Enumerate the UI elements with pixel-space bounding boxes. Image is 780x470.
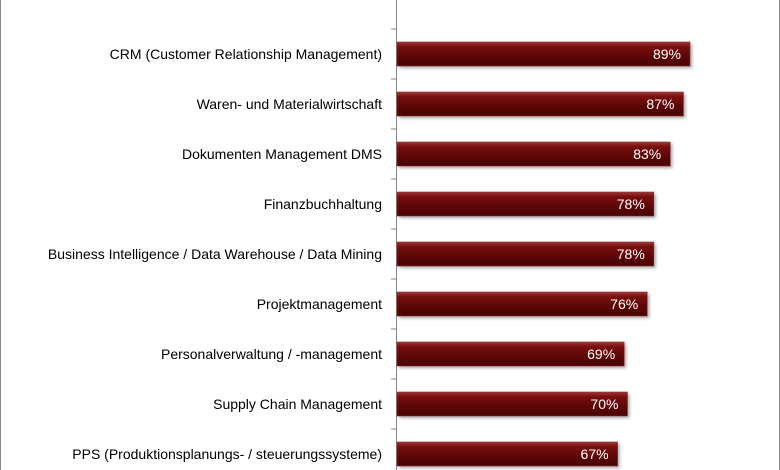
bar-fill [396,141,671,167]
data-label: 78% [617,196,645,212]
data-label: 67% [581,446,609,462]
category-label: CRM (Customer Relationship Management) [110,46,382,62]
bar-fill [396,41,691,67]
data-label: 89% [653,46,681,62]
data-label: 78% [617,246,645,262]
bar-fill [396,241,655,267]
bar-fill [396,291,648,317]
category-label: Projektmanagement [257,296,382,312]
category-label: Supply Chain Management [213,396,382,412]
category-label: Business Intelligence / Data Warehouse /… [48,246,382,262]
data-label: 70% [590,396,618,412]
category-label: Finanzbuchhaltung [264,196,382,212]
bar-fill [396,391,628,417]
data-label: 69% [587,346,615,362]
data-label: 83% [633,146,661,162]
bar-fill [396,441,618,467]
category-label: Personalverwaltung / -management [161,346,382,362]
category-label: Waren- und Materialwirtschaft [197,96,383,112]
data-label: 87% [646,96,674,112]
data-label: 76% [610,296,638,312]
bar-fill [396,191,655,217]
category-label: Dokumenten Management DMS [182,146,382,162]
category-label: PPS (Produktionsplanungs- / steuerungssy… [72,446,382,462]
bar-fill [396,91,684,117]
bar-fill [396,341,625,367]
